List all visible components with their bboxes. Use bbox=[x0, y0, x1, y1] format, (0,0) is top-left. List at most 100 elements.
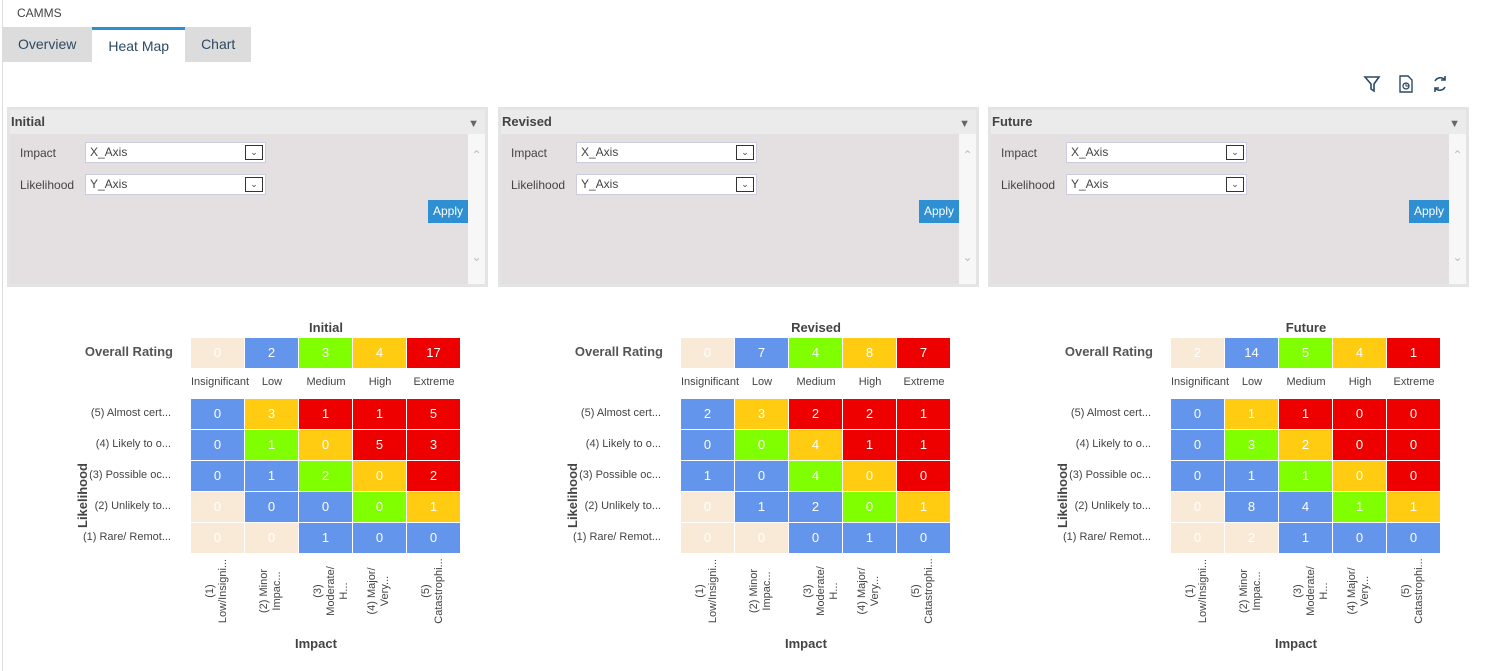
heatmap-cell[interactable]: 1 bbox=[1279, 523, 1332, 553]
heatmap-cell[interactable]: 1 bbox=[1387, 492, 1440, 522]
heatmap-cell[interactable]: 0 bbox=[245, 523, 298, 553]
heatmap-cell[interactable]: 0 bbox=[1387, 461, 1440, 491]
heatmap-cell[interactable]: 2 bbox=[299, 461, 352, 491]
scroll-down-icon[interactable]: ⌄ bbox=[1452, 250, 1463, 264]
heatmap-cell[interactable]: 5 bbox=[353, 430, 406, 460]
heatmap-cell[interactable]: 1 bbox=[681, 461, 734, 491]
heatmap-cell[interactable]: 4 bbox=[789, 430, 842, 460]
heatmap-cell[interactable]: 2 bbox=[407, 461, 460, 491]
chevron-down-icon[interactable]: ⌄ bbox=[245, 177, 263, 192]
heatmap-cell[interactable]: 3 bbox=[407, 430, 460, 460]
heatmap-cell[interactable]: 2 bbox=[789, 399, 842, 429]
apply-button[interactable]: Apply bbox=[919, 200, 959, 223]
overall-cell-medium[interactable]: 5 bbox=[1279, 338, 1332, 368]
heatmap-cell[interactable]: 2 bbox=[789, 492, 842, 522]
heatmap-cell[interactable]: 1 bbox=[407, 492, 460, 522]
overall-cell-high[interactable]: 4 bbox=[353, 338, 406, 368]
likelihood-select[interactable]: Y_Axis ⌄ bbox=[576, 174, 757, 195]
heatmap-cell[interactable]: 1 bbox=[843, 430, 896, 460]
overall-cell-extreme[interactable]: 1 bbox=[1387, 338, 1440, 368]
scroll-up-icon[interactable]: ⌃ bbox=[962, 148, 973, 162]
heatmap-cell[interactable]: 1 bbox=[735, 492, 788, 522]
likelihood-select[interactable]: Y_Axis ⌄ bbox=[1066, 174, 1247, 195]
impact-select[interactable]: X_Axis ⌄ bbox=[576, 142, 757, 163]
scrollbar[interactable]: ⌃ ⌄ bbox=[959, 134, 976, 284]
heatmap-cell[interactable]: 0 bbox=[1171, 430, 1224, 460]
heatmap-cell[interactable]: 0 bbox=[299, 430, 352, 460]
overall-cell-low[interactable]: 7 bbox=[735, 338, 788, 368]
heatmap-cell[interactable]: 1 bbox=[1225, 461, 1278, 491]
heatmap-cell[interactable]: 0 bbox=[1171, 492, 1224, 522]
heatmap-cell[interactable]: 0 bbox=[191, 430, 244, 460]
heatmap-cell[interactable]: 8 bbox=[1225, 492, 1278, 522]
apply-button[interactable]: Apply bbox=[1409, 200, 1449, 223]
heatmap-cell[interactable]: 0 bbox=[299, 492, 352, 522]
filter-icon[interactable] bbox=[1362, 74, 1382, 94]
overall-cell-insignificant[interactable]: 2 bbox=[1171, 338, 1224, 368]
overall-cell-insignificant[interactable]: 0 bbox=[191, 338, 244, 368]
heatmap-cell[interactable]: 0 bbox=[1171, 461, 1224, 491]
scrollbar[interactable]: ⌃ ⌄ bbox=[1449, 134, 1466, 284]
heatmap-cell[interactable]: 1 bbox=[1225, 399, 1278, 429]
heatmap-cell[interactable]: 1 bbox=[897, 492, 950, 522]
heatmap-cell[interactable]: 2 bbox=[843, 399, 896, 429]
heatmap-cell[interactable]: 3 bbox=[1225, 430, 1278, 460]
heatmap-cell[interactable]: 0 bbox=[191, 399, 244, 429]
heatmap-cell[interactable]: 0 bbox=[735, 523, 788, 553]
heatmap-cell[interactable]: 0 bbox=[789, 523, 842, 553]
overall-cell-high[interactable]: 4 bbox=[1333, 338, 1386, 368]
heatmap-cell[interactable]: 0 bbox=[897, 523, 950, 553]
likelihood-select[interactable]: Y_Axis ⌄ bbox=[85, 174, 266, 195]
overall-cell-low[interactable]: 14 bbox=[1225, 338, 1278, 368]
heatmap-cell[interactable]: 0 bbox=[1333, 430, 1386, 460]
heatmap-cell[interactable]: 1 bbox=[1279, 399, 1332, 429]
tab-heat-map[interactable]: Heat Map bbox=[92, 27, 186, 62]
heatmap-cell[interactable]: 0 bbox=[1387, 399, 1440, 429]
report-icon[interactable] bbox=[1396, 74, 1416, 94]
heatmap-cell[interactable]: 0 bbox=[681, 430, 734, 460]
heatmap-cell[interactable]: 0 bbox=[681, 492, 734, 522]
chevron-down-icon[interactable]: ⌄ bbox=[1226, 145, 1244, 160]
heatmap-cell[interactable]: 0 bbox=[897, 461, 950, 491]
heatmap-cell[interactable]: 0 bbox=[1333, 399, 1386, 429]
heatmap-cell[interactable]: 0 bbox=[353, 492, 406, 522]
heatmap-cell[interactable]: 0 bbox=[681, 523, 734, 553]
heatmap-cell[interactable]: 3 bbox=[735, 399, 788, 429]
heatmap-cell[interactable]: 1 bbox=[897, 430, 950, 460]
heatmap-cell[interactable]: 1 bbox=[299, 523, 352, 553]
overall-cell-medium[interactable]: 3 bbox=[299, 338, 352, 368]
chevron-down-icon[interactable]: ⌄ bbox=[245, 145, 263, 160]
heatmap-cell[interactable]: 0 bbox=[353, 523, 406, 553]
heatmap-cell[interactable]: 0 bbox=[191, 492, 244, 522]
heatmap-cell[interactable]: 3 bbox=[245, 399, 298, 429]
overall-cell-medium[interactable]: 4 bbox=[789, 338, 842, 368]
chevron-down-icon[interactable]: ⌄ bbox=[736, 177, 754, 192]
scroll-up-icon[interactable]: ⌃ bbox=[471, 148, 482, 162]
heatmap-cell[interactable]: 1 bbox=[897, 399, 950, 429]
tab-overview[interactable]: Overview bbox=[2, 27, 93, 62]
tab-chart[interactable]: Chart bbox=[185, 27, 252, 62]
refresh-icon[interactable] bbox=[1430, 74, 1450, 94]
scrollbar[interactable]: ⌃ ⌄ bbox=[468, 134, 485, 284]
overall-cell-extreme[interactable]: 17 bbox=[407, 338, 460, 368]
heatmap-cell[interactable]: 0 bbox=[191, 461, 244, 491]
heatmap-cell[interactable]: 1 bbox=[245, 430, 298, 460]
chevron-down-icon[interactable]: ⌄ bbox=[1226, 177, 1244, 192]
heatmap-cell[interactable]: 2 bbox=[681, 399, 734, 429]
heatmap-cell[interactable]: 0 bbox=[735, 430, 788, 460]
heatmap-cell[interactable]: 2 bbox=[1279, 430, 1332, 460]
scroll-down-icon[interactable]: ⌄ bbox=[962, 250, 973, 264]
apply-button[interactable]: Apply bbox=[428, 200, 468, 223]
heatmap-cell[interactable]: 5 bbox=[407, 399, 460, 429]
heatmap-cell[interactable]: 2 bbox=[1225, 523, 1278, 553]
heatmap-cell[interactable]: 1 bbox=[843, 523, 896, 553]
heatmap-cell[interactable]: 0 bbox=[843, 461, 896, 491]
filter-icon[interactable]: ▼ bbox=[468, 118, 479, 130]
heatmap-cell[interactable]: 0 bbox=[407, 523, 460, 553]
heatmap-cell[interactable]: 4 bbox=[1279, 492, 1332, 522]
impact-select[interactable]: X_Axis ⌄ bbox=[85, 142, 266, 163]
heatmap-cell[interactable]: 1 bbox=[353, 399, 406, 429]
heatmap-cell[interactable]: 1 bbox=[1279, 461, 1332, 491]
heatmap-cell[interactable]: 0 bbox=[1171, 523, 1224, 553]
overall-cell-extreme[interactable]: 7 bbox=[897, 338, 950, 368]
